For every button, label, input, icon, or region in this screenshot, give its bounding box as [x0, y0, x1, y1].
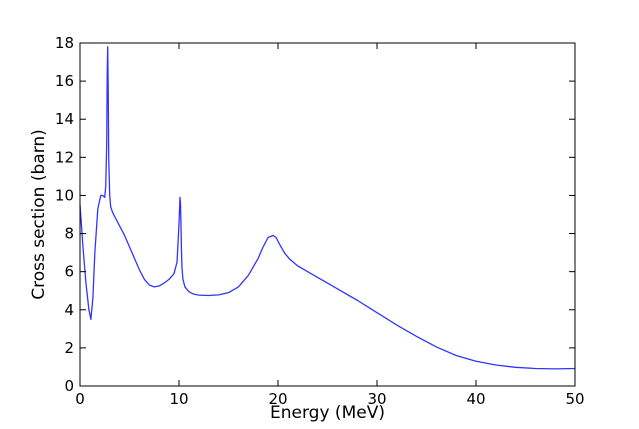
- x-tick-label: 30: [367, 390, 386, 408]
- y-tick-label: 2: [64, 339, 74, 357]
- y-tick-label: 0: [64, 377, 74, 395]
- x-tick-label: 40: [466, 390, 485, 408]
- y-tick-label: 16: [55, 72, 74, 90]
- plot-layer: 0 10 20 30 40 50 0 2 4 6 8 10 12 14 16 18: [55, 34, 585, 408]
- y-tick-label: 4: [64, 301, 74, 319]
- y-tick-label: 6: [64, 263, 74, 281]
- x-tick-label: 50: [565, 390, 584, 408]
- x-axis-label: Energy (MeV): [270, 403, 385, 423]
- y-axis-label: Cross section (barn): [29, 129, 49, 300]
- cross-section-line-0: [79, 46, 576, 370]
- y-tick-label: 8: [64, 225, 74, 243]
- x-tick-label: 20: [268, 390, 287, 408]
- y-tick-label: 10: [55, 186, 74, 204]
- y-tick-label: 12: [55, 148, 74, 166]
- y-tick-label: 14: [55, 110, 74, 128]
- x-tick-label: 10: [169, 390, 188, 408]
- plot-frame: [79, 42, 576, 387]
- x-tick-label: 0: [75, 390, 85, 408]
- y-tick-label: 18: [55, 34, 74, 52]
